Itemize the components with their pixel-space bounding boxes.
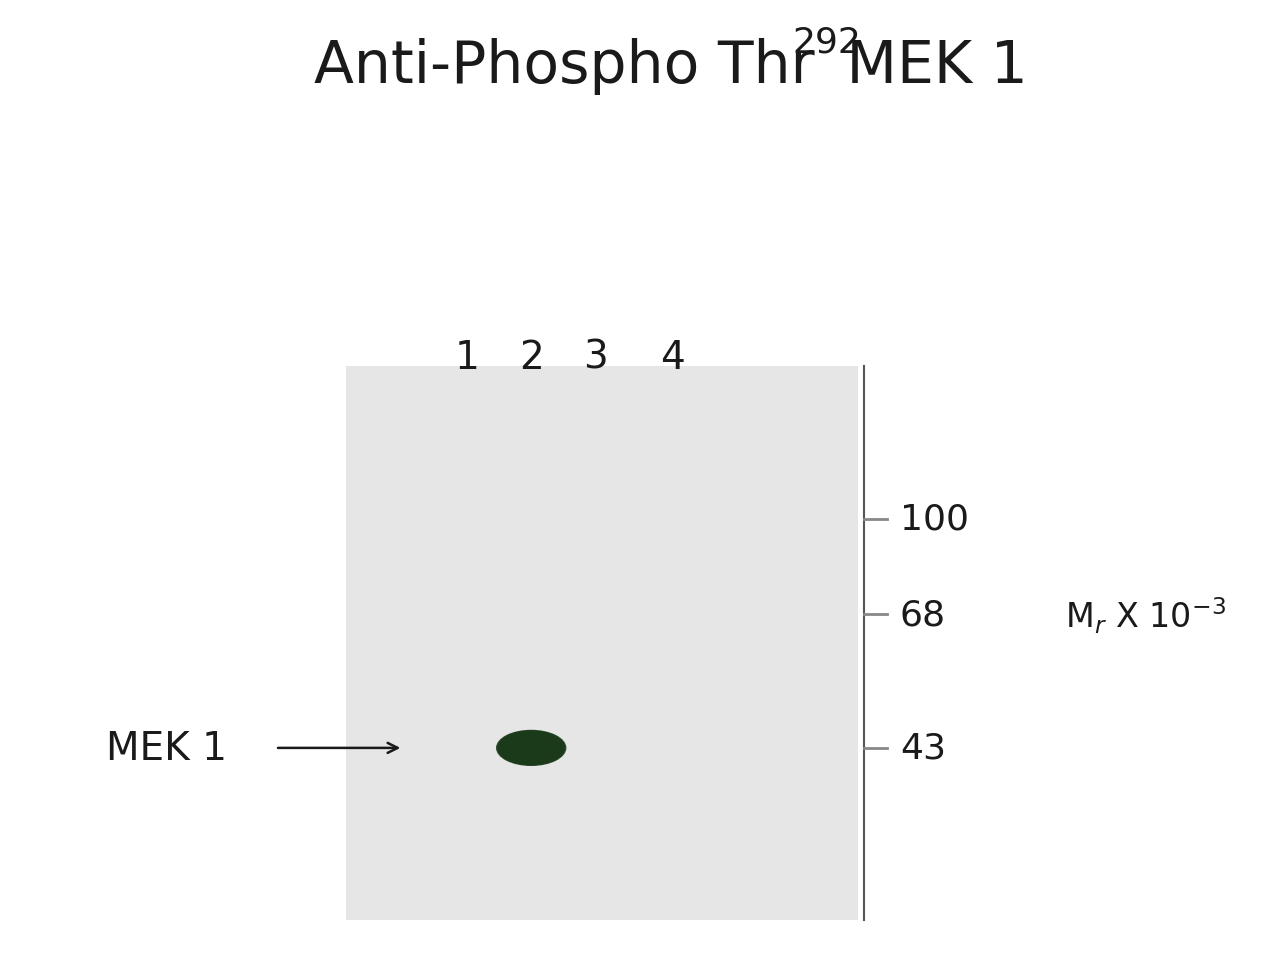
Ellipse shape [522,743,540,753]
Ellipse shape [525,744,538,752]
Text: 1: 1 [454,338,480,376]
Ellipse shape [525,745,538,751]
Ellipse shape [507,736,556,760]
Ellipse shape [524,744,539,752]
Text: MEK 1: MEK 1 [828,38,1028,95]
Ellipse shape [502,736,561,760]
Ellipse shape [515,740,548,757]
Ellipse shape [518,741,544,755]
Text: MEK 1: MEK 1 [106,729,227,767]
Text: Anti-Phospho Thr: Anti-Phospho Thr [314,38,814,95]
Ellipse shape [502,733,561,763]
Ellipse shape [508,736,554,760]
Ellipse shape [503,734,559,762]
Ellipse shape [500,733,562,763]
Ellipse shape [498,731,564,765]
Ellipse shape [497,731,566,765]
Ellipse shape [511,738,552,759]
Ellipse shape [509,738,553,759]
Ellipse shape [516,740,547,756]
Ellipse shape [495,730,566,766]
Text: 3: 3 [582,338,608,376]
Text: 4: 4 [659,338,685,376]
Bar [346,367,858,920]
Ellipse shape [499,732,563,764]
Ellipse shape [521,742,541,754]
Ellipse shape [506,735,557,761]
Ellipse shape [504,734,558,762]
Text: 100: 100 [900,502,969,537]
Ellipse shape [513,740,549,757]
Ellipse shape [520,742,543,754]
Text: 43: 43 [900,731,946,765]
Ellipse shape [527,746,535,750]
Text: 2: 2 [518,338,544,376]
Ellipse shape [512,739,550,758]
Ellipse shape [526,745,536,751]
Text: M$_r$ X 10$^{-3}$: M$_r$ X 10$^{-3}$ [1065,595,1226,635]
Text: 68: 68 [900,598,946,632]
Text: 292: 292 [792,26,861,60]
Ellipse shape [530,747,532,749]
Ellipse shape [509,737,553,760]
Ellipse shape [529,747,534,749]
Ellipse shape [517,740,545,756]
